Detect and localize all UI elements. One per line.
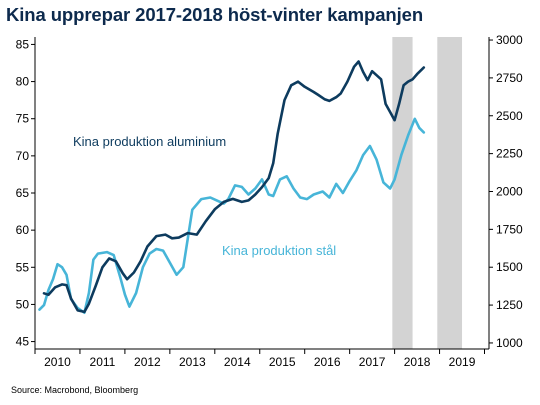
y-left-tick-label: 85 <box>16 37 30 51</box>
x-tick-label: 2017 <box>359 355 386 369</box>
shaded-period-1 <box>392 37 413 349</box>
x-tick-label: 2012 <box>134 355 161 369</box>
y-left-tick-label: 45 <box>16 335 30 349</box>
shaded-period-2 <box>437 37 463 349</box>
y-right-tick-label: 2500 <box>496 109 523 123</box>
y-left-tick-label: 75 <box>16 112 30 126</box>
y-right-tick-label: 3000 <box>496 33 523 47</box>
y-right-tick-label: 2750 <box>496 71 523 85</box>
series-lines <box>38 60 426 314</box>
x-tick-label: 2016 <box>314 355 341 369</box>
y-left-tick-label: 55 <box>16 260 30 274</box>
x-tick-label: 2015 <box>269 355 296 369</box>
y-right-tick-label: 2000 <box>496 184 523 198</box>
y-right-tick-label: 1750 <box>496 222 523 236</box>
x-tick-label: 2014 <box>224 355 251 369</box>
label-aluminium: Kina produktion aluminium <box>73 134 226 149</box>
y-left-tick-label: 65 <box>16 186 30 200</box>
y-right-tick-label: 1250 <box>496 298 523 312</box>
series-line-aluminium <box>42 60 426 314</box>
source-note: Source: Macrobond, Bloomberg <box>11 385 139 395</box>
y-left-tick-label: 50 <box>16 297 30 311</box>
chart-title: Kina upprepar 2017-2018 höst-vinter kamp… <box>6 4 424 25</box>
x-tick-label: 2019 <box>449 355 476 369</box>
label-steel: Kina produktion stål <box>222 243 336 258</box>
y-right-tick-label: 1500 <box>496 260 523 274</box>
x-tick-label: 2011 <box>90 355 116 369</box>
y-left-tick-label: 60 <box>16 223 30 237</box>
shaded-periods <box>392 37 463 349</box>
x-tick-label: 2018 <box>404 355 431 369</box>
y-right-tick-label: 1000 <box>496 336 523 350</box>
x-tick-label: 2010 <box>44 355 71 369</box>
y-left-tick-label: 70 <box>16 149 30 163</box>
y-right-tick-label: 2250 <box>496 147 523 161</box>
y-left-tick-label: 80 <box>16 75 30 89</box>
x-tick-label: 2013 <box>179 355 206 369</box>
axes: 45 50 55 60 65 70 75 80 85 1000 1250 1500 1750 2000 22… <box>16 33 523 369</box>
